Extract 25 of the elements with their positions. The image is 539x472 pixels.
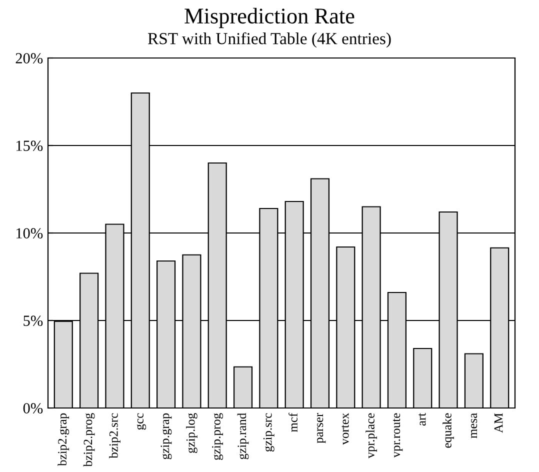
x-tick-label: gzip.rand: [237, 413, 249, 460]
x-tick-label: gzip.grap: [160, 413, 172, 460]
y-tick-label: 10%: [16, 228, 43, 238]
y-tick-label: 0%: [23, 403, 43, 414]
x-tick-label: mesa: [471, 413, 478, 438]
x-tick-label: vpr.route: [392, 413, 403, 458]
y-tick-label: 15%: [16, 140, 43, 151]
x-tick-label: bzip2.grap: [58, 413, 70, 466]
y-tick-label: 20%: [16, 53, 43, 64]
y-tick-label: 5%: [24, 316, 43, 326]
x-tick-label: bzip2.prog: [83, 413, 95, 467]
x-tick-label: vpr.place: [366, 413, 377, 458]
x-tick-label: vortex: [342, 413, 349, 445]
x-tick-label: gzip.log: [186, 413, 198, 453]
x-tick-label: gzip.prog: [212, 413, 224, 460]
chart-subtitle: RST with Unified Table (4K entries): [148, 32, 391, 48]
x-tick-label: gzip.src: [263, 413, 274, 452]
x-tick-label: AM: [494, 413, 503, 433]
x-tick-label: mcf: [288, 412, 298, 432]
x-tick-label: gcc: [136, 413, 146, 430]
x-tick-label: parser: [317, 412, 326, 444]
x-tick-label: equake: [442, 413, 454, 448]
chart-title: Misprediction Rate: [184, 8, 354, 28]
x-tick-label: bzip2.src: [109, 413, 120, 458]
x-tick-label: art: [418, 412, 426, 426]
